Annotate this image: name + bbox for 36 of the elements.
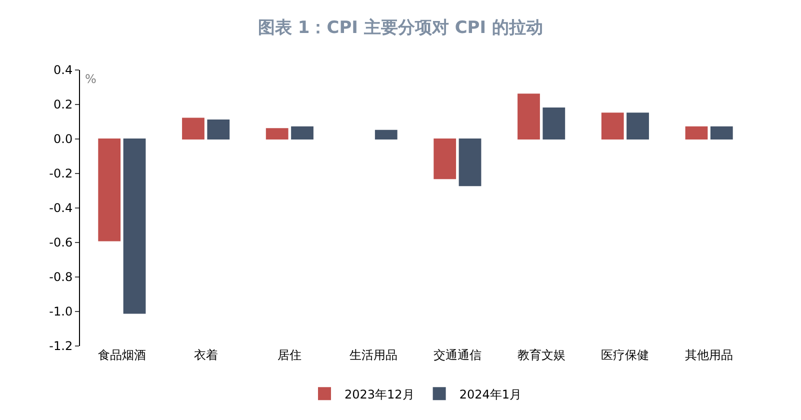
y-tick-label: -0.4	[49, 201, 73, 216]
bar	[710, 126, 733, 140]
bar	[518, 94, 540, 140]
y-tick-label: -0.6	[49, 236, 73, 250]
y-tick-label: -1.2	[49, 339, 73, 354]
bar	[123, 138, 146, 314]
y-tick-label: -0.2	[49, 166, 73, 181]
bar	[626, 112, 649, 140]
bar	[182, 118, 204, 140]
x-tick-label: 食品烟酒	[98, 348, 146, 362]
bar	[374, 130, 398, 140]
bar	[458, 138, 482, 186]
legend-label: 2023年12月	[344, 387, 414, 402]
x-tick-label: 医疗保健	[601, 348, 650, 362]
y-tick-label: -0.8	[49, 270, 73, 284]
chart-title: 图表 1：CPI 主要分项对 CPI 的拉动	[258, 18, 544, 38]
bar	[266, 128, 288, 140]
x-tick-label: 生活用品	[350, 348, 398, 362]
x-tick-label: 居住	[278, 348, 302, 362]
bar	[542, 107, 566, 140]
x-tick-label: 衣着	[194, 348, 218, 362]
y-tick-label: 0.4	[54, 63, 73, 78]
bar	[685, 126, 708, 140]
y-tick-label: -1.0	[49, 304, 73, 319]
bar	[434, 138, 456, 180]
y-tick-label: 0.0	[54, 132, 73, 146]
x-tick-label: 其他用品	[685, 348, 734, 362]
bar	[98, 138, 121, 242]
y-axis-title: %	[85, 72, 96, 86]
bar	[601, 112, 624, 140]
x-tick-label: 教育文娱	[517, 348, 566, 362]
legend-label: 2024年1月	[459, 387, 522, 402]
bar	[291, 126, 314, 140]
y-tick-label: 0.2	[54, 98, 73, 112]
x-tick-label: 交通通信	[433, 348, 482, 362]
bar	[207, 120, 230, 140]
